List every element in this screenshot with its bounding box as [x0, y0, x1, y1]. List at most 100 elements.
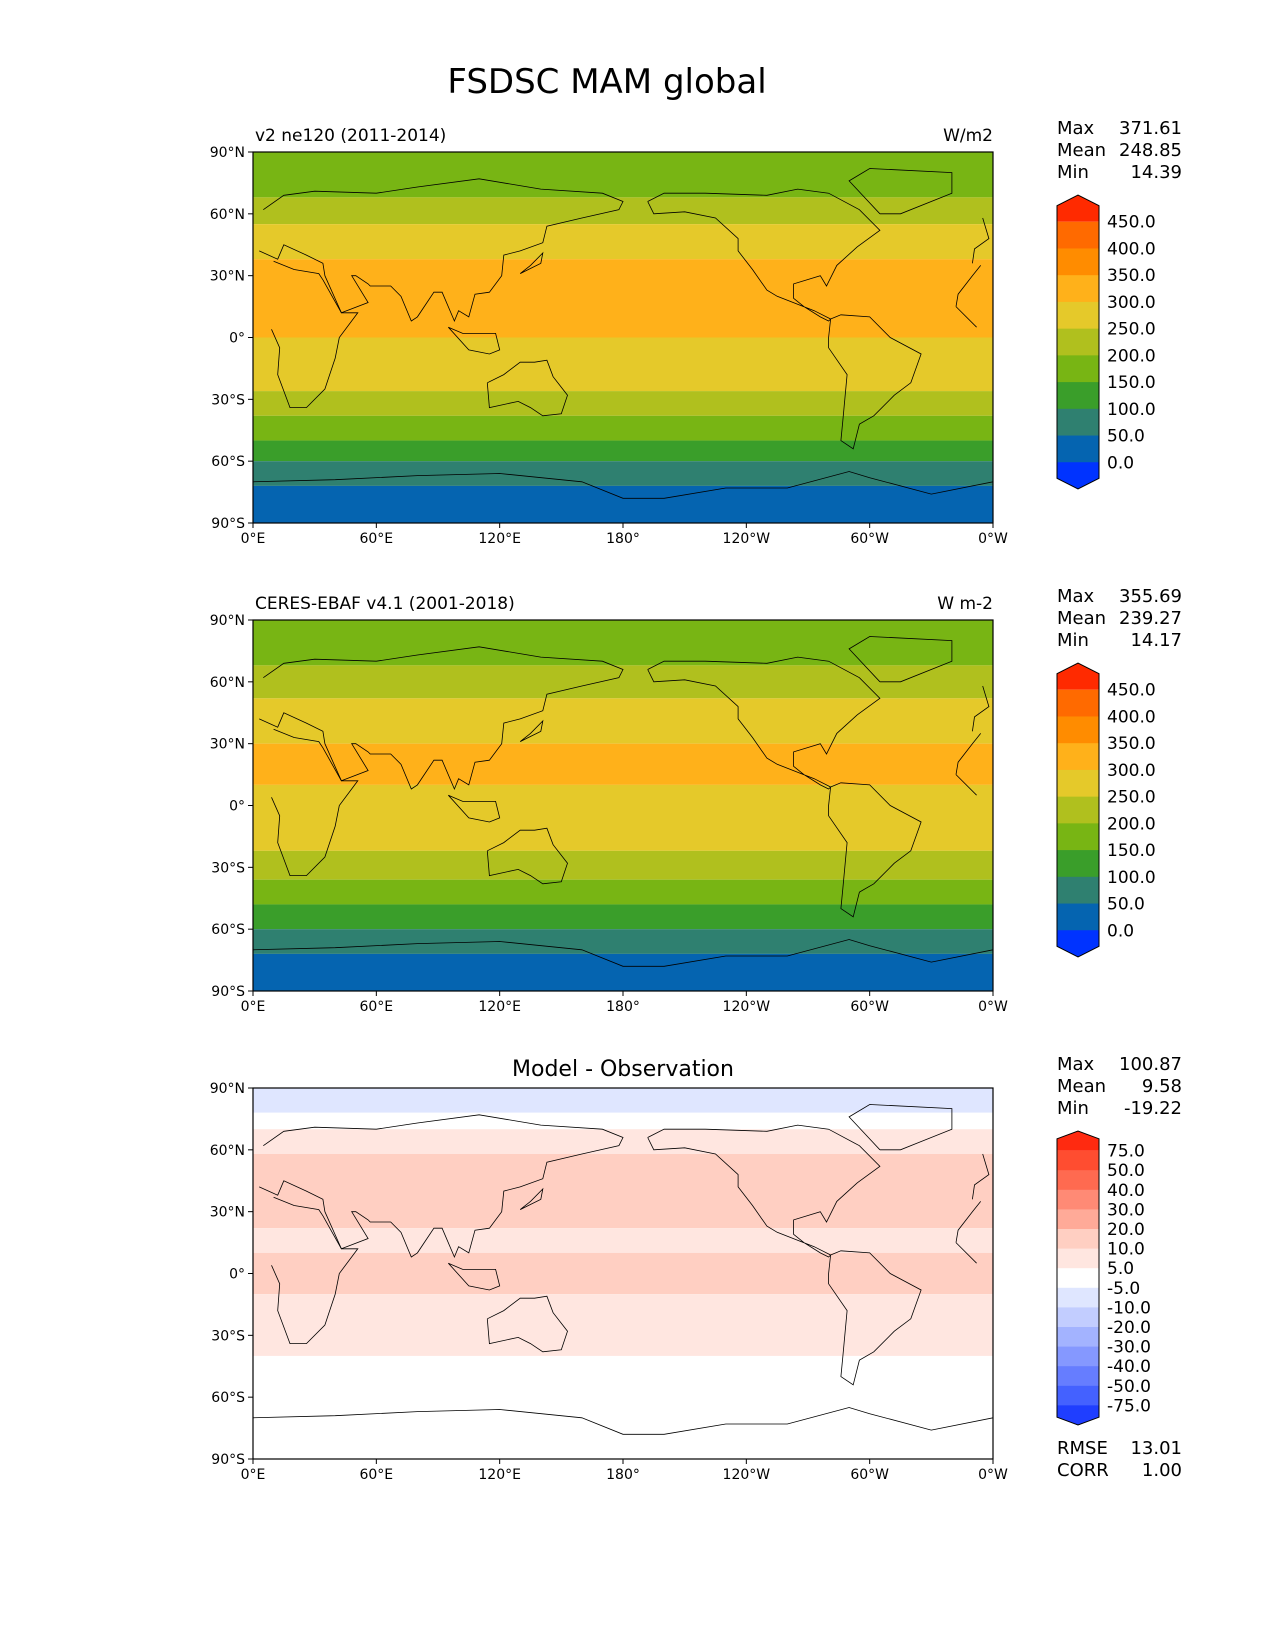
colorbar-segment	[1057, 1287, 1099, 1308]
lat-tick-label: 90°S	[211, 1452, 245, 1468]
colorbar-outline	[1056, 662, 1100, 958]
colorbar-label: 100.0	[1107, 400, 1156, 420]
coastline	[486, 827, 568, 885]
colorbar-segment	[1057, 1209, 1099, 1230]
colorbar-segment	[1057, 689, 1099, 717]
coastline	[848, 636, 953, 683]
panel-units: W m-2	[937, 594, 993, 614]
colorbar-segment	[1057, 850, 1099, 878]
lon-tick-label: 120°E	[478, 999, 521, 1015]
colorbar-segment	[1057, 301, 1099, 330]
colorbar-segment	[1057, 876, 1099, 905]
field-band	[253, 929, 993, 954]
colorbar-label: -40.0	[1107, 1357, 1151, 1377]
lat-tick-label: 60°S	[211, 454, 245, 470]
lat-tick-label: 30°S	[211, 1328, 245, 1344]
lat-tick-label: 90°N	[210, 145, 245, 161]
colorbar-label: 200.0	[1107, 346, 1156, 366]
colorbar-label: 400.0	[1107, 707, 1156, 727]
stat-min-value: -19.22	[1124, 1098, 1182, 1119]
colorbar-segment	[1057, 823, 1099, 851]
coastline	[486, 359, 568, 417]
stats-block: Max 371.61 Mean 248.85 Min 14.39	[1057, 118, 1182, 183]
colorbar-label: 0.0	[1107, 921, 1134, 941]
panel-difference: Model - Observation 90°N 60°N 30°N 0° 30°S 60…	[210, 1054, 1182, 1483]
field-band	[253, 224, 993, 260]
colorbar-extend-top	[1057, 1131, 1099, 1151]
field-band	[253, 152, 993, 198]
coastline	[848, 1104, 953, 1151]
lon-tick-label: 120°W	[723, 531, 771, 547]
colorbar-label: -50.0	[1107, 1377, 1151, 1397]
colorbar-extend-bottom	[1057, 462, 1099, 489]
lon-tick-label: 0°W	[978, 999, 1008, 1015]
lon-tick-label: 180°	[606, 1467, 640, 1483]
lon-tick-label: 60°E	[359, 531, 393, 547]
colorbar-label: -30.0	[1107, 1338, 1151, 1358]
coastline	[259, 178, 990, 323]
field-band	[253, 743, 993, 785]
field-band	[253, 1112, 993, 1130]
colorbar-label: 0.0	[1107, 453, 1134, 473]
lat-tick-label: 60°S	[211, 922, 245, 938]
lon-tick-label: 60°W	[850, 1467, 889, 1483]
field-band	[253, 1129, 993, 1154]
colorbar-label: -75.0	[1107, 1396, 1151, 1416]
coastline	[486, 1295, 568, 1353]
lat-tick-label: 30°N	[210, 269, 245, 285]
field-band	[253, 879, 993, 905]
colorbar-label: 30.0	[1107, 1200, 1145, 1220]
colorbar-label: 10.0	[1107, 1240, 1145, 1260]
coastline	[253, 471, 993, 499]
field-band	[253, 620, 993, 666]
colorbar: 450.0 400.0 350.0 300.0 250.0 200.0 150.0 100.0…	[1056, 194, 1156, 490]
colorbar-segment	[1057, 328, 1099, 356]
field-band	[253, 259, 993, 338]
figure-title: FSDSC MAM global	[447, 62, 766, 102]
coastlines	[253, 1104, 993, 1435]
colorbar-label: 50.0	[1107, 1161, 1145, 1181]
field-band	[253, 850, 993, 880]
field-band	[253, 1252, 993, 1295]
colorbar-label: 150.0	[1107, 373, 1156, 393]
coastline	[828, 314, 922, 450]
colorbar-label: 40.0	[1107, 1181, 1145, 1201]
field-band	[253, 440, 993, 462]
lat-tick-label: 30°N	[210, 1205, 245, 1221]
colorbar-segment	[1057, 716, 1099, 744]
coastline	[519, 1187, 544, 1210]
coastline	[271, 1196, 982, 1344]
coastline	[519, 719, 544, 742]
map-field	[253, 152, 993, 523]
lon-tick-label: 60°E	[359, 999, 393, 1015]
panel-left-label: CERES-EBAF v4.1 (2001-2018)	[255, 594, 515, 614]
lat-tick-label: 90°S	[211, 516, 245, 532]
lon-tick-label: 60°E	[359, 1467, 393, 1483]
coastline	[519, 251, 544, 274]
stat-mean-label: Mean	[1057, 1076, 1106, 1097]
colorbar-segment	[1057, 435, 1099, 463]
lat-tick-label: 90°N	[210, 613, 245, 629]
stat-max-value: 355.69	[1119, 586, 1182, 607]
coastline	[448, 794, 501, 823]
coastline	[828, 782, 922, 918]
colorbar-segment	[1057, 355, 1099, 383]
stat-max-label: Max	[1057, 1054, 1095, 1075]
colorbar-segment	[1057, 1248, 1099, 1269]
lon-axis: 0°E 60°E 120°E 180° 120°W 60°W 0°W	[241, 523, 1008, 547]
colorbar-segment	[1057, 1170, 1099, 1191]
lon-tick-label: 0°W	[978, 1467, 1008, 1483]
colorbar-segment	[1057, 275, 1099, 303]
colorbar-label: 400.0	[1107, 239, 1156, 259]
lon-tick-label: 60°W	[850, 999, 889, 1015]
panel-observation: CERES-EBAF v4.1 (2001-2018) W m-2 90°N 60…	[210, 586, 1182, 1015]
colorbar-segment	[1057, 743, 1099, 771]
lon-tick-label: 180°	[606, 999, 640, 1015]
panel-units: W/m2	[943, 126, 993, 146]
stat-mean-label: Mean	[1057, 608, 1106, 629]
colorbar-label: 300.0	[1107, 761, 1156, 781]
field-band	[253, 698, 993, 744]
coastline	[848, 168, 953, 215]
colorbar-label: 20.0	[1107, 1220, 1145, 1240]
coastline	[253, 939, 993, 967]
